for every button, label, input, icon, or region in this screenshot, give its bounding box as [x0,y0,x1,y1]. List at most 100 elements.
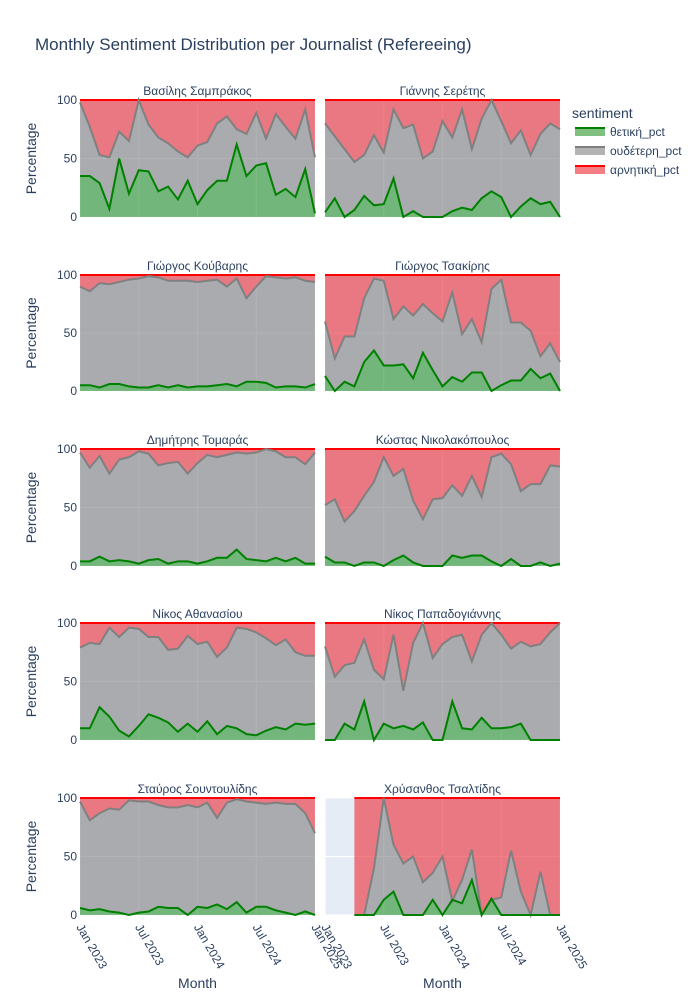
y-tick-label: 50 [64,850,78,864]
panel-8: Νίκος Παπαδογιάννης [324,607,561,743]
panel-9: Σταύρος Σουντουλίδης 0 50 100 Percentage [23,782,316,922]
y-axis-label: Percentage [23,122,39,194]
x-tick-label: Jul 2024 [495,922,530,969]
series-neutral-line [79,275,316,301]
series-neutral-area [80,449,315,564]
series-positive-line [354,876,560,918]
y-tick-label: 100 [57,93,77,107]
legend-label: θετική_pct [610,125,665,139]
series-positive-area [80,707,315,740]
series-neutral-line [79,798,316,834]
series-neutral-area [325,100,560,217]
series-neutral-area [80,627,315,737]
panel-title: Σταύρος Σουντουλίδης [138,782,258,796]
series-negative-area [80,798,315,834]
series-neutral-area [325,278,560,391]
series-positive-line [80,705,316,738]
x-axis-label: Month [178,975,217,991]
series-neutral-line [324,620,561,692]
series-neutral-line [324,452,561,524]
series-positive-line [79,900,316,917]
legend-item: θετική_pct [575,125,665,139]
panel-3: Γιώργος Κούβαρης 0 50 100 Percentage [23,259,316,398]
x-tick-label: Jan 2025 [553,922,590,972]
y-axis-label: Percentage [23,471,39,543]
panel-title: Γιώργος Τσακίρης [395,259,490,273]
y-tick-label: 0 [70,908,77,922]
series-positive-line [325,697,560,743]
x-tick-label: Jan 2024 [191,922,228,972]
x-tick-label: Jul 2023 [377,922,412,969]
series-positive-area [325,701,560,740]
panel-4: Γιώργος Τσακίρης [324,259,561,393]
panel-title: Χρύσανθος Τσαλτίδης [384,782,501,796]
series-positive-line [80,548,315,565]
y-tick-label: 100 [57,442,77,456]
series-neutral-area [354,798,560,915]
legend-swatch [575,128,605,136]
series-neutral-area [80,799,315,915]
y-tick-label: 100 [57,791,77,805]
series-neutral-line [324,277,561,363]
x-tick-label: Jul 2024 [250,922,285,969]
y-tick-label: 0 [70,384,77,398]
legend-item: ουδέτερη_pct [575,144,682,158]
x-tick-label: Jul 2023 [132,922,167,969]
series-neutral-line [354,797,560,919]
series-positive-area [325,178,560,217]
panel-title: Δημήτρης Τομαράς [147,433,249,447]
legend-item: αρνητική_pct [575,163,680,177]
series-positive-area [80,549,315,566]
panel-6: Κώστας Νικολακόπουλος [324,433,561,568]
y-axis-label: Percentage [23,645,39,717]
y-tick-label: 0 [70,733,77,747]
panel-10: Χρύσανθος Τσαλτίδης [324,782,561,919]
series-positive-line [80,380,316,389]
y-tick-label: 50 [64,501,78,515]
series-negative-area [325,449,560,522]
panel-7: Νίκος Αθανασίου 0 50 100 Percentage [23,607,316,747]
panel-title: Βασίλης Σαμπράκος [143,84,252,98]
panel-5: Δημήτρης Τομαράς 0 50 100 Percentage [23,433,316,573]
x-tick-label: Jan 2023 [73,922,110,972]
series-neutral-area [325,623,560,740]
panel-title: Γιάννης Σερέτης [400,84,486,98]
series-neutral-line [79,626,315,659]
panel-title: Νίκος Παπαδογιάννης [384,607,501,621]
y-tick-label: 50 [64,152,78,166]
y-tick-label: 100 [57,616,77,630]
series-negative-area [80,449,315,474]
y-tick-label: 100 [57,268,77,282]
panel-title: Γιώργος Κούβαρης [147,259,248,273]
y-axis-label: Percentage [23,820,39,892]
legend: sentiment θετική_pct ουδέτερη_pct αρνητική_… [572,105,682,177]
series-neutral-line [79,96,316,159]
panel-title: Κώστας Νικολακόπουλος [376,433,510,447]
chart-title: Monthly Sentiment Distribution per Journ… [35,35,472,54]
x-tick-label: Jan 2024 [436,922,473,972]
series-negative-area [80,275,315,299]
legend-label: ουδέτερη_pct [610,144,682,158]
y-tick-label: 0 [70,559,77,573]
panel-title: Νίκος Αθανασίου [152,607,242,621]
x-axis-label: Month [423,975,462,991]
legend-swatch [575,147,605,155]
series-positive-line [80,140,316,214]
y-axis-label: Percentage [23,297,39,369]
series-neutral-line [79,447,316,476]
series-negative-area [325,100,560,163]
panel-2: Γιάννης Σερέτης [324,84,561,219]
series-neutral-area [80,100,315,214]
series-positive-area [325,350,560,391]
y-tick-label: 0 [70,210,77,224]
series-negative-area [354,798,560,915]
legend-swatch [575,166,605,174]
series-neutral-line [324,97,561,164]
y-tick-label: 50 [64,675,78,689]
series-positive-line [324,348,561,393]
legend-title: sentiment [572,105,633,121]
legend-label: αρνητική_pct [610,163,680,177]
series-neutral-area [80,276,315,388]
